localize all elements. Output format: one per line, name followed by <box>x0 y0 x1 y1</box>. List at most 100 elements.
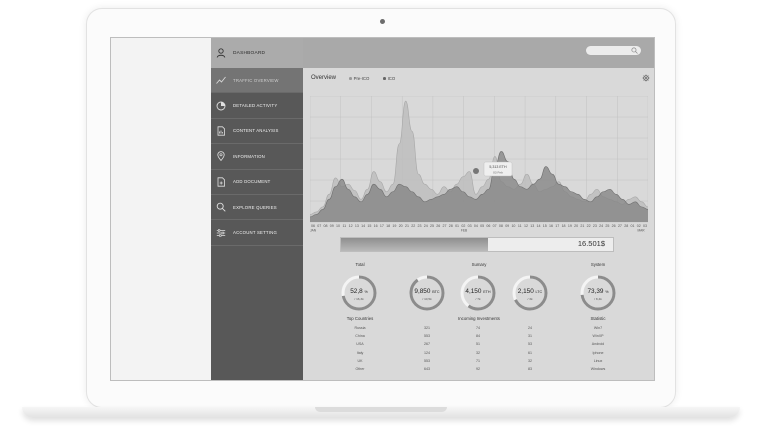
donut-btc: 9,850 BTC / 10,5k <box>409 275 445 311</box>
overview-title: Overview <box>311 75 337 81</box>
x-tick-label: 25 <box>430 224 434 228</box>
list-item: 71 <box>476 358 480 363</box>
x-tick-label: 11 <box>342 224 346 228</box>
add-document-icon <box>216 177 226 187</box>
x-tick-label: 28 <box>624 224 628 228</box>
x-tick-label: 21 <box>580 224 584 228</box>
list-item: 643 <box>424 367 430 372</box>
sidebar-item-explore-queries[interactable]: EXPLORE QUERIES <box>211 195 303 221</box>
donut-ring <box>409 275 445 311</box>
legend-item-ico[interactable]: ICO <box>383 76 395 81</box>
sidebar-header-dashboard[interactable]: DASHBOARD <box>211 38 303 68</box>
x-tick-label: 14 <box>361 224 365 228</box>
country-names: Russia China USA Italy UK Other <box>340 324 380 373</box>
tooltip-box <box>483 161 513 177</box>
x-tick-label: 09 <box>505 224 509 228</box>
list-item: Win7 <box>593 326 603 330</box>
donut-sub: / 8,4k <box>594 296 602 301</box>
overview-chart: 06 07 08 09 10 11 12 13 14 15 16 17 18 19 20 21 22 23 24 25… <box>310 96 648 232</box>
list-item: 553 <box>424 358 430 363</box>
sidebar-item-detailed-activity[interactable]: DETAILED ACTIVITY <box>211 93 303 119</box>
x-tick-label: 17 <box>380 224 384 228</box>
sidebar-item-traffic-overview[interactable]: TRAFFIC OVERVIEW <box>211 68 303 94</box>
sidebar-item-information[interactable]: INFORMATION <box>211 144 303 170</box>
donut-ring <box>460 275 496 311</box>
x-tick-label: 09 <box>330 224 334 228</box>
sidebar-item-add-document[interactable]: ADD DOCUMENT <box>211 170 303 195</box>
donut-ring <box>580 275 616 311</box>
list-item: 51 <box>476 342 480 347</box>
list-item: 84 <box>476 334 480 339</box>
progress-value: 16.501$ <box>577 239 605 248</box>
top-countries-title: Top Countries <box>346 316 374 321</box>
x-tick-label: 12 <box>349 224 353 228</box>
search-input[interactable] <box>586 46 641 55</box>
x-tick-label: 18 <box>562 224 566 228</box>
x-tick-label: 04 <box>474 224 478 228</box>
x-tick-label: 28 <box>449 224 453 228</box>
x-tick-label: 01 <box>455 224 459 228</box>
x-tick-label: 26 <box>612 224 616 228</box>
donut-total: 52,8 % / 16,3k <box>341 275 377 311</box>
sidebar-item-label: ADD DOCUMENT <box>233 179 271 185</box>
donut-value: 52,8 % <box>350 288 368 295</box>
donut-ring <box>512 275 548 311</box>
donut-value: 4,150 ETH <box>465 288 491 295</box>
sidebar-item-content-analysis[interactable]: CONTENT ANALYSIS <box>211 119 303 145</box>
laptop-screen: DASHBOARD TRAFFIC OVERVIEW DETAILED ACTI… <box>110 37 655 381</box>
x-tick-label: 23 <box>417 224 421 228</box>
list-item: 32 <box>476 350 480 355</box>
x-tick-label: 08 <box>324 224 328 228</box>
legend-label: Pre-ICO <box>353 76 370 81</box>
sidebar-item-account-setting[interactable]: ACCOUNT SETTING <box>211 220 303 246</box>
x-tick-label: 24 <box>599 224 603 228</box>
x-tick-label: 03 <box>468 224 472 228</box>
list-item: Other <box>355 367 365 372</box>
x-tick-label: 15 <box>367 224 371 228</box>
chart-tooltip: 5,313 ETH 03 Feb <box>473 161 513 177</box>
statistic-title: Statistic <box>590 316 606 321</box>
x-tick-label: 26 <box>436 224 440 228</box>
x-tick-label: 13 <box>355 224 359 228</box>
x-tick-label: 03 <box>643 224 647 228</box>
legend-dot <box>349 77 352 80</box>
donut-sub: / 3k <box>527 296 533 301</box>
x-tick-label: 07 <box>317 224 321 228</box>
sidebar: DASHBOARD TRAFFIC OVERVIEW DETAILED ACTI… <box>211 38 303 380</box>
legend-dot <box>383 77 386 80</box>
country-values: 321 553 267 124 553 643 <box>407 324 447 373</box>
sidebar-header-label: DASHBOARD <box>233 50 266 56</box>
sidebar-item-label: EXPLORE QUERIES <box>233 204 277 210</box>
gear-icon[interactable] <box>642 74 650 82</box>
incoming-investments-title: Incoming Investments <box>458 316 500 321</box>
donut-sub: / 7k <box>475 296 481 301</box>
x-tick-label: 19 <box>392 224 396 228</box>
series-line-pre-ico <box>310 100 648 215</box>
search-icon <box>631 47 638 54</box>
list-item: 74 <box>476 326 480 330</box>
tooltip-sub: 03 Feb <box>493 171 503 175</box>
section-title-total: Total <box>355 262 365 267</box>
trend-icon <box>216 75 226 85</box>
sliders-icon <box>216 228 226 238</box>
list-item: Android <box>591 342 605 347</box>
x-group-label: FEB <box>461 229 467 233</box>
list-item: 32 <box>528 358 532 363</box>
sidebar-item-label: CONTENT ANALYSIS <box>233 128 279 134</box>
laptop-notch <box>315 407 447 412</box>
tooltip-marker <box>473 168 479 174</box>
x-tick-label: 06 <box>486 224 490 228</box>
list-item: 61 <box>528 350 532 355</box>
x-tick-label: 01 <box>630 224 634 228</box>
legend-item-pre-ico[interactable]: Pre-ICO <box>349 76 369 81</box>
x-tick-label: 06 <box>311 224 315 228</box>
list-item: Italy <box>356 350 364 355</box>
list-item: Windows <box>590 367 606 372</box>
list-item: 83 <box>528 367 532 372</box>
legend-label: ICO <box>387 76 396 81</box>
series-area-ico <box>310 151 648 222</box>
statistic-items: Win7 WinXP Android Iphone Linux Windows <box>578 324 618 373</box>
donut-system: 73,39 % / 8,4k <box>580 275 616 311</box>
x-group-label: JAN <box>310 229 317 233</box>
sidebar-item-label: INFORMATION <box>233 153 265 159</box>
